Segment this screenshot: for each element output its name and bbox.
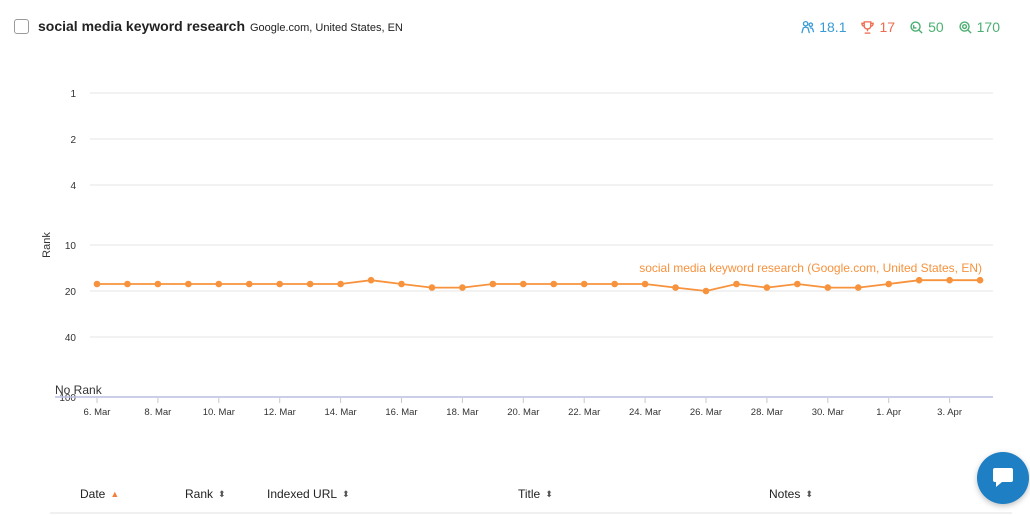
sort-icon: ⬍ [805, 488, 813, 499]
x-tick-label: 22. Mar [568, 407, 600, 418]
stat-search-volume[interactable]: 170 [958, 19, 1000, 35]
x-tick-label: 16. Mar [385, 407, 417, 418]
rank-table-header: Date ▲ Rank ⬍ Indexed URL ⬍ Title ⬍ Note… [50, 476, 1012, 514]
data-point [763, 284, 771, 291]
data-point [337, 280, 344, 288]
data-point [794, 280, 801, 288]
search-icon [910, 20, 923, 34]
no-rank-label: No Rank [55, 383, 103, 397]
column-indexed-url-label: Indexed URL [267, 487, 338, 501]
stat-keyword-difficulty[interactable]: 50 [909, 19, 944, 35]
column-title-label: Title [518, 487, 541, 501]
chat-bubble-icon [993, 468, 1013, 487]
y-tick-label: 100 [59, 393, 76, 404]
people-icon [801, 20, 815, 33]
column-notes[interactable]: Notes ⬍ [769, 487, 813, 501]
select-keyword-checkbox[interactable] [14, 19, 29, 34]
x-tick-label: 1. Apr [876, 407, 901, 418]
column-date[interactable]: Date ▲ [80, 487, 119, 501]
stat-average-rank-value: 18.1 [819, 19, 847, 35]
target-search-icon [958, 20, 972, 34]
data-point [885, 280, 892, 288]
rank-history-chart: 1 2 4 10 20 40 100 No Rank Rank 6. Mar 8. Mar 10. M… [0, 56, 1030, 426]
x-tick-label: 30. Mar [812, 407, 844, 418]
data-point [276, 280, 284, 288]
data-point [976, 276, 984, 284]
data-point [306, 280, 314, 288]
data-point [854, 284, 862, 291]
x-tick-label: 18. Mar [446, 407, 478, 418]
x-tick-label: 28. Mar [751, 407, 783, 418]
data-point [398, 280, 405, 288]
y-tick-label: 20 [65, 287, 77, 298]
keyword-text: social media keyword research [38, 18, 245, 34]
keyword-title: social media keyword research Google.com,… [38, 18, 403, 34]
sort-asc-icon: ▲ [110, 489, 120, 499]
x-tick-label: 24. Mar [629, 407, 661, 418]
column-indexed-url[interactable]: Indexed URL ⬍ [267, 487, 350, 501]
series-label: social media keyword research (Google.co… [639, 261, 982, 275]
trophy-icon [861, 20, 875, 34]
stat-keyword-difficulty-value: 50 [928, 19, 944, 35]
x-tick-label: 14. Mar [324, 407, 356, 418]
data-point [733, 280, 740, 288]
y-tick-label: 1 [70, 89, 76, 100]
data-point [824, 284, 832, 291]
y-tick-label: 4 [70, 181, 76, 192]
data-point [702, 287, 710, 295]
data-point [520, 280, 527, 288]
data-point [946, 276, 953, 284]
data-point [367, 276, 375, 284]
x-tick-label: 12. Mar [264, 407, 296, 418]
data-point [215, 280, 223, 288]
data-point [124, 280, 131, 288]
stat-average-rank[interactable]: 18.1 [800, 19, 846, 35]
stat-search-volume-value: 170 [976, 19, 1000, 35]
data-point [185, 280, 192, 288]
data-point [611, 280, 618, 288]
keyword-stats: 18.1 17 50 170 [800, 19, 1000, 35]
keyword-location: Google.com, United States, EN [250, 22, 403, 34]
column-notes-label: Notes [769, 487, 801, 501]
stat-best-rank[interactable]: 17 [860, 19, 895, 35]
y-tick-label: 2 [70, 135, 76, 146]
column-date-label: Date [80, 487, 106, 501]
data-point [641, 280, 649, 288]
x-tick-label: 3. Apr [937, 407, 962, 418]
column-rank[interactable]: Rank ⬍ [185, 487, 226, 501]
data-point [489, 280, 497, 288]
column-rank-label: Rank [185, 487, 214, 501]
data-point [428, 284, 436, 291]
data-point [93, 280, 101, 288]
series-line [97, 279, 981, 292]
x-tick-label: 6. Mar [84, 407, 111, 418]
chat-button[interactable] [977, 452, 1029, 504]
data-point [245, 280, 253, 288]
x-tick-label: 26. Mar [690, 407, 722, 418]
data-point [672, 284, 679, 291]
x-tick-label: 10. Mar [203, 407, 235, 418]
y-tick-label: 10 [65, 241, 77, 252]
data-point [459, 284, 466, 291]
y-tick-label: 40 [65, 333, 77, 344]
x-tick-label: 20. Mar [507, 407, 539, 418]
data-point [550, 280, 558, 288]
x-tick-label: 8. Mar [144, 407, 171, 418]
sort-icon: ⬍ [218, 488, 226, 499]
data-point [154, 280, 162, 288]
keyword-header: social media keyword research Google.com,… [0, 0, 1030, 56]
data-point [915, 276, 923, 284]
data-point [580, 280, 588, 288]
sort-icon: ⬍ [342, 488, 350, 499]
column-title[interactable]: Title ⬍ [518, 487, 553, 501]
sort-icon: ⬍ [545, 488, 553, 499]
y-axis-title: Rank [41, 232, 53, 258]
stat-best-rank-value: 17 [879, 19, 896, 35]
